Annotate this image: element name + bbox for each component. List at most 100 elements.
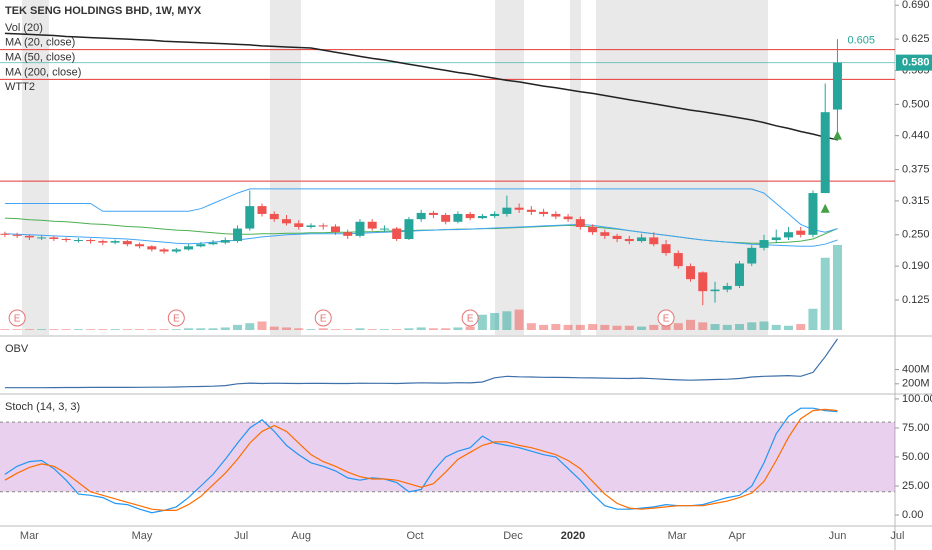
candle-body [514, 207, 524, 210]
level-label: 0.605 [847, 34, 875, 46]
volume-bar [37, 329, 47, 330]
volume-bar [588, 324, 598, 330]
candle-body [220, 240, 230, 243]
earnings-marker [167, 309, 185, 327]
x-tick-label: Jun [829, 530, 847, 542]
candle-body [196, 244, 206, 247]
volume-bar [759, 321, 769, 330]
candle-body [147, 246, 157, 250]
candle-body [441, 214, 451, 222]
volume-bar [783, 325, 793, 330]
y-tick-label: 75.00 [902, 422, 930, 434]
candle-body [502, 207, 512, 214]
candle-body [233, 228, 243, 242]
candle-body [820, 112, 830, 194]
candle-body [612, 235, 622, 239]
x-tick-label: Oct [406, 530, 423, 542]
candle-body [453, 213, 463, 222]
volume-bar [832, 245, 842, 330]
line [4, 408, 838, 511]
y-tick-label: 0.190 [902, 260, 930, 272]
volume-bar [343, 329, 353, 330]
x-tick-label: Mar [668, 530, 687, 542]
x-tick-label: Jul [234, 530, 248, 542]
candle-body [477, 216, 487, 219]
volume-bar [147, 329, 157, 330]
volume-bar [661, 324, 671, 330]
chart-title: TEK SENG HOLDINGS BHD, 1W, MYX [5, 5, 202, 17]
volume-bar [796, 324, 806, 330]
candle-body [465, 213, 475, 219]
candle-body [343, 232, 353, 236]
x-tick-label: May [132, 530, 153, 542]
candle-body [184, 246, 194, 250]
candle-body [490, 213, 500, 217]
volume-bar [771, 324, 781, 330]
y-tick-label: 0.625 [902, 33, 930, 45]
candle-body [624, 238, 634, 242]
y-tick-label: 50.00 [902, 451, 930, 463]
volume-bar [575, 324, 585, 330]
candle-body [588, 226, 598, 233]
volume-bar [269, 326, 279, 330]
candle-body [404, 219, 414, 239]
volume-bar [294, 328, 304, 330]
candle-body [563, 216, 573, 220]
volume-bar [184, 328, 194, 330]
candle-body [575, 219, 585, 227]
candle-body [735, 263, 745, 286]
earnings-marker [657, 309, 675, 327]
earnings-label: E [467, 314, 474, 325]
volume-bar [514, 309, 524, 330]
candle-body [771, 237, 781, 241]
y-tick-label: 400M [902, 363, 930, 375]
candle-body [171, 249, 181, 252]
candle-body [159, 249, 169, 252]
candle-body [661, 244, 671, 254]
price-tag-label: 0.580 [902, 57, 930, 69]
candle-body [428, 212, 438, 215]
volume-bar [135, 329, 145, 330]
legend-label: MA (50, close) [5, 52, 75, 64]
volume-bar [86, 329, 96, 330]
band [570, 0, 581, 335]
line [4, 188, 838, 233]
band [270, 0, 301, 335]
x-tick-label: Mar [20, 530, 39, 542]
volume-bar [416, 327, 426, 330]
candle-body [86, 240, 96, 242]
candle-body [73, 240, 83, 242]
candle-body [135, 244, 145, 247]
candle-body [12, 234, 22, 236]
candle-body [722, 285, 732, 290]
volume-bar [502, 311, 512, 330]
volume-bar [490, 313, 500, 330]
candle-body [686, 266, 696, 280]
volume-bar [49, 329, 59, 330]
x-tick-label: Jul [890, 530, 904, 542]
volume-bar [649, 324, 659, 330]
y-tick-label: 0.690 [902, 0, 930, 11]
candle-body [61, 238, 71, 241]
volume-bar [73, 329, 83, 330]
candle-body [710, 289, 720, 292]
line [4, 407, 838, 514]
y-tick-label: 100.00 [902, 393, 932, 405]
candle-body [796, 230, 806, 235]
volume-bar [477, 314, 487, 330]
candle-body [245, 206, 255, 229]
candle-body [110, 241, 120, 243]
volume-bar [820, 257, 830, 330]
volume-bar [318, 328, 328, 330]
y-tick-label: 0.375 [902, 163, 930, 175]
candle-body [367, 221, 377, 229]
y-tick-label: 0.00 [902, 509, 923, 521]
volume-bar [208, 328, 218, 330]
y-tick-label: 0.125 [902, 294, 930, 306]
legend-label: MA (200, close) [5, 66, 81, 78]
x-tick-label: 2020 [561, 530, 585, 542]
volume-bar [465, 326, 475, 330]
candle-body [24, 235, 34, 238]
volume-bar [196, 328, 206, 330]
